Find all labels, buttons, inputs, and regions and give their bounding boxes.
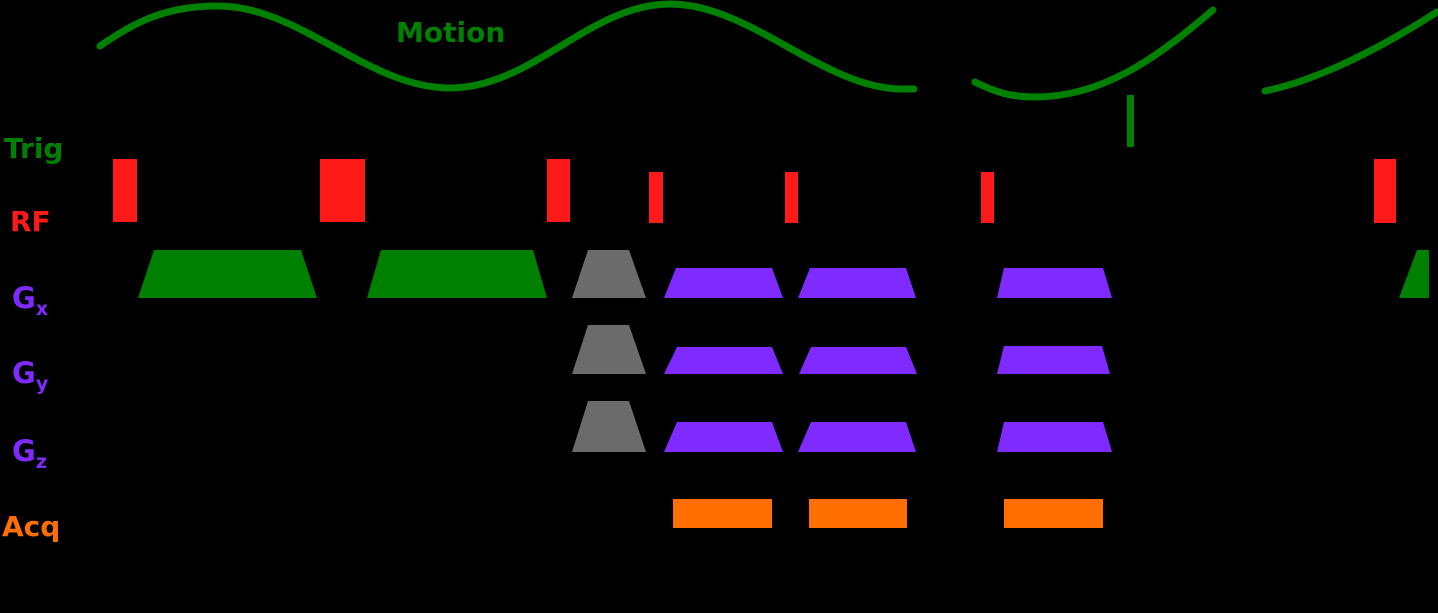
row-label-gx-sub: x (35, 297, 49, 320)
row-label-gz-sub: z (35, 450, 47, 473)
gy-gradient-trapezoid (664, 347, 783, 374)
gz-gradient-trapezoid (798, 422, 916, 452)
rf-pulse (981, 172, 994, 223)
gy-gradient-trapezoid (799, 347, 917, 374)
row-label-rf: RF (10, 205, 51, 238)
rf-pulse (113, 159, 137, 222)
row-label-gy: Gy (12, 359, 48, 394)
motion-wave-segment (971, 6, 1217, 101)
row-label-gz-main: G (12, 434, 36, 468)
gx-gradient-trapezoid (1399, 250, 1429, 298)
gy-gradient-trapezoid (572, 325, 646, 374)
rf-pulse (1374, 159, 1396, 223)
gz-gradient-trapezoid (664, 422, 783, 452)
row-label-gy-main: G (12, 356, 36, 390)
acq-window (809, 499, 907, 528)
rf-pulse (320, 159, 365, 222)
motion-wave-segment (96, 0, 918, 93)
row-label-gz: Gz (12, 437, 47, 472)
row-label-trig: Trig (4, 132, 64, 165)
row-label-gx-main: G (12, 281, 36, 315)
row-label-acq: Acq (2, 510, 61, 543)
gx-gradient-trapezoid (664, 268, 783, 298)
rf-pulse (547, 159, 570, 222)
trigger-tick (1127, 95, 1134, 147)
motion-wave-segment (1261, 8, 1438, 95)
row-label-gx: Gx (12, 284, 48, 319)
rf-pulse (649, 172, 663, 223)
gz-gradient-trapezoid (572, 401, 646, 452)
row-label-gy-sub: y (35, 372, 49, 395)
gz-gradient-trapezoid (997, 422, 1112, 452)
gx-gradient-trapezoid (997, 268, 1112, 298)
gx-gradient-trapezoid (138, 250, 317, 298)
gx-gradient-trapezoid (572, 250, 646, 298)
gx-gradient-trapezoid (367, 250, 547, 298)
acq-window (673, 499, 772, 528)
gx-gradient-trapezoid (798, 268, 916, 298)
acq-window (1004, 499, 1103, 528)
rf-pulse (785, 172, 798, 223)
gy-gradient-trapezoid (997, 346, 1110, 374)
motion-label: Motion (396, 16, 506, 49)
